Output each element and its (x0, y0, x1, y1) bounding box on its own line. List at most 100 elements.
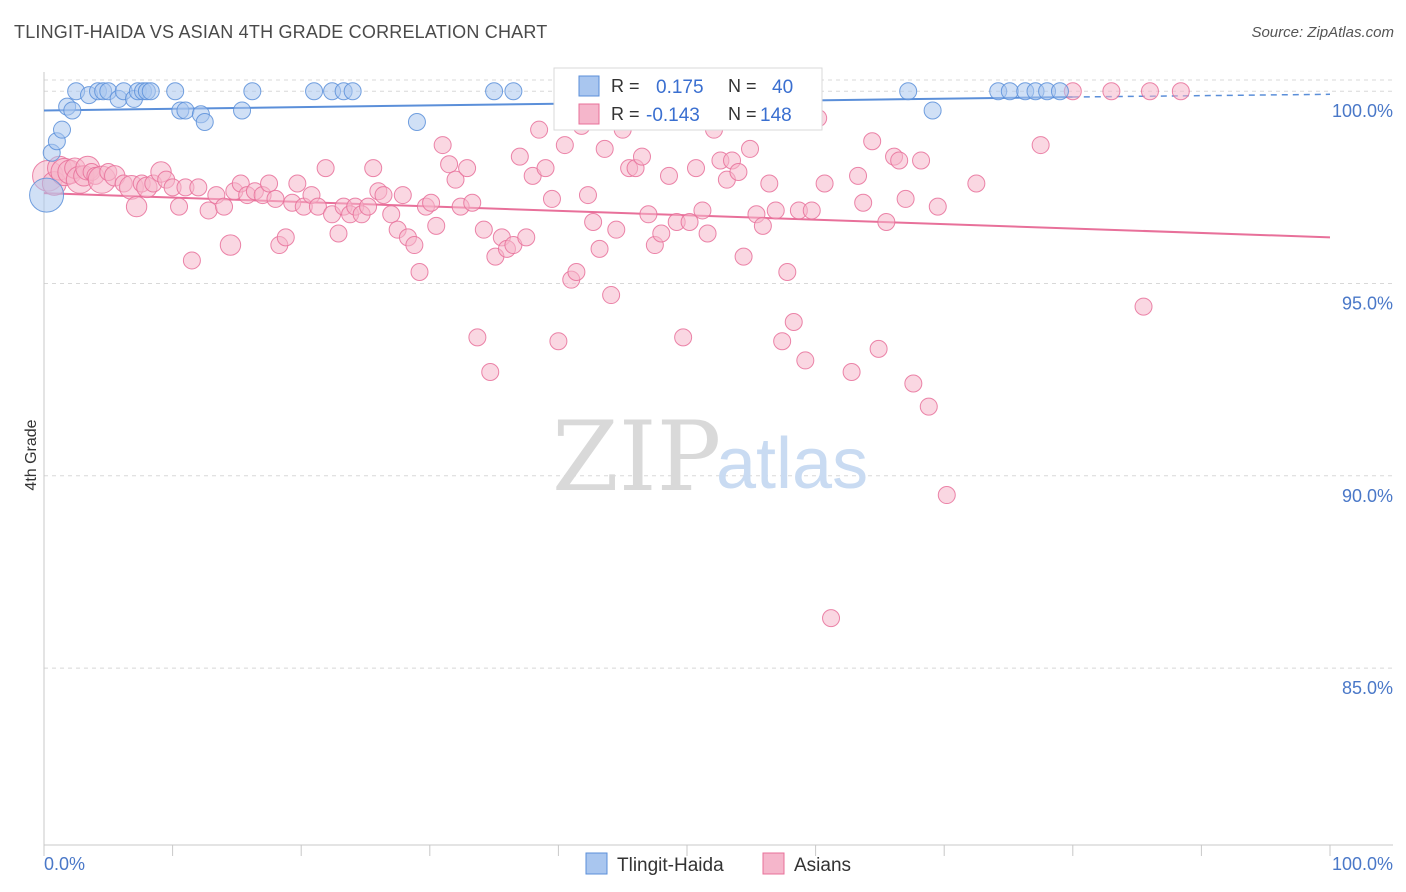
asians-point (382, 205, 401, 224)
tlingit-haida-point (53, 120, 72, 139)
asians-point (904, 374, 923, 393)
y-axis-title: 4th Grade (23, 419, 40, 490)
asians-point (440, 155, 459, 174)
asians-point (639, 205, 658, 224)
asians-point (433, 136, 452, 155)
asians-point (1171, 82, 1190, 101)
trend-line-tlingit-haida-extension (1072, 93, 1331, 98)
watermark-atlas: atlas (716, 424, 868, 504)
asians-point (741, 139, 760, 158)
asians-point (602, 286, 621, 305)
asians-point (595, 139, 614, 158)
asians-point (802, 201, 821, 220)
asians-point (170, 197, 189, 216)
asians-point (308, 197, 327, 216)
asians-point (481, 362, 500, 381)
asians-point (919, 397, 938, 416)
asians-point (517, 228, 536, 247)
stats-r-label-1: R = (611, 76, 640, 96)
asians-point (374, 186, 393, 205)
asians-point (815, 174, 834, 193)
stats-box: R = 0.175 N = 40 R = -0.143 N = 148 (553, 67, 823, 131)
asians-point (674, 328, 693, 347)
chart-title: TLINGIT-HAIDA VS ASIAN 4TH GRADE CORRELA… (14, 22, 548, 42)
stats-n-label-2: N = (728, 104, 757, 124)
asians-point (567, 262, 586, 281)
tlingit-haida-point (899, 82, 918, 101)
asians-point (773, 332, 792, 351)
asians-point (405, 236, 424, 255)
y-tick-label-100: 100.0% (1332, 101, 1393, 121)
asians-point (937, 486, 956, 505)
source-label: Source: ZipAtlas.com (1251, 24, 1394, 41)
legend: Tlingit-Haida Asians (585, 852, 851, 876)
tlingit-haida-point (407, 112, 426, 131)
asians-point (766, 201, 785, 220)
asians-point (276, 228, 295, 247)
x-tick-label-max: 100.0% (1332, 854, 1393, 874)
asians-point (474, 220, 493, 239)
asians-point (364, 159, 383, 178)
asians-point (219, 234, 242, 256)
tlingit-haida-point (233, 101, 252, 120)
asians-point (393, 186, 412, 205)
asians-point (510, 147, 529, 166)
asians-point (869, 339, 888, 358)
watermark-zip: ZIP (552, 401, 721, 513)
asians-point (967, 174, 986, 193)
asians-point (1031, 136, 1050, 155)
tlingit-haida-point (176, 101, 195, 120)
asians-point (890, 151, 909, 170)
asians-point (854, 193, 873, 212)
asians-point (410, 262, 429, 281)
legend-swatch-asians (762, 852, 785, 875)
tlingit-haida-point (141, 82, 160, 101)
asians-point (632, 147, 651, 166)
asians-point (778, 262, 797, 281)
stats-r-value-1: 0.175 (656, 77, 704, 98)
asians-point (734, 247, 753, 266)
asians-point (446, 170, 465, 189)
y-tick-label-95: 95.0% (1342, 294, 1393, 314)
y-tick-label-85: 85.0% (1342, 678, 1393, 698)
asians-point (422, 193, 441, 212)
stats-n-value-2: 148 (760, 105, 792, 126)
legend-label-tlingit-haida: Tlingit-Haida (617, 855, 724, 876)
tlingit-haida-point (195, 112, 214, 131)
tlingit-haida-point (305, 82, 324, 101)
asians-point (896, 189, 915, 208)
asians-point (693, 201, 712, 220)
series-asians (32, 82, 1190, 628)
asians-point (784, 312, 803, 331)
asians-point (698, 224, 717, 243)
asians-point (329, 224, 348, 243)
asians-point (530, 120, 549, 139)
tlingit-haida-point (63, 101, 82, 120)
asians-point (842, 362, 861, 381)
asians-point (912, 151, 931, 170)
asians-point (863, 132, 882, 151)
asians-point (928, 197, 947, 216)
asians-point (266, 189, 285, 208)
asians-point (359, 197, 378, 216)
asians-point (182, 251, 201, 270)
asians-point (680, 212, 699, 231)
asians-point (760, 174, 779, 193)
stats-r-label-2: R = (611, 104, 640, 124)
asians-point (542, 189, 561, 208)
tlingit-haida-point (1000, 82, 1019, 101)
asians-point (607, 220, 626, 239)
x-tick-label-min: 0.0% (44, 854, 85, 874)
asians-point (590, 239, 609, 258)
y-tick-label-90: 90.0% (1342, 486, 1393, 506)
asians-point (260, 174, 279, 193)
asians-point (536, 159, 555, 178)
asians-point (1134, 297, 1153, 316)
asians-point (316, 159, 335, 178)
asians-point (125, 195, 148, 218)
asians-point (1102, 82, 1121, 101)
tlingit-haida-point (29, 177, 65, 213)
tlingit-haida-point (1050, 82, 1069, 101)
asians-point (729, 162, 748, 181)
